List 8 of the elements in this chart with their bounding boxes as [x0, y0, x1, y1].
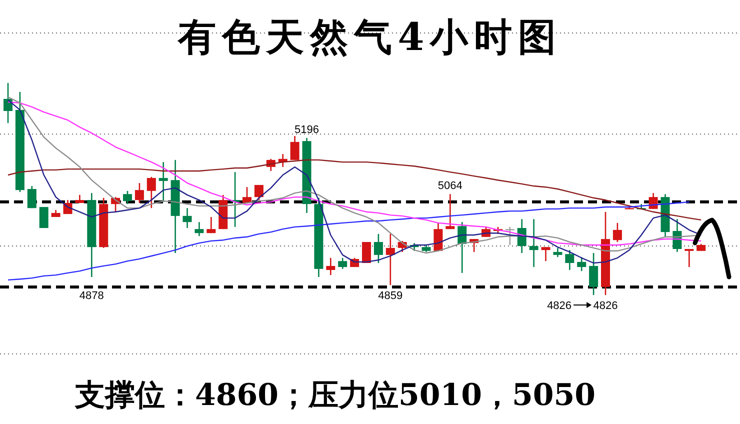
annotation: 4859: [378, 290, 403, 302]
annotation: 4878: [79, 290, 104, 302]
chart-title: 有色天然气4小时图: [176, 14, 562, 59]
text: 4826: [593, 300, 618, 312]
text: 支撑位：4860；压力位5010，5050: [74, 378, 596, 413]
text: 4826: [547, 300, 572, 312]
annotation: 5196: [294, 124, 319, 136]
annotation: 5064: [438, 180, 462, 192]
